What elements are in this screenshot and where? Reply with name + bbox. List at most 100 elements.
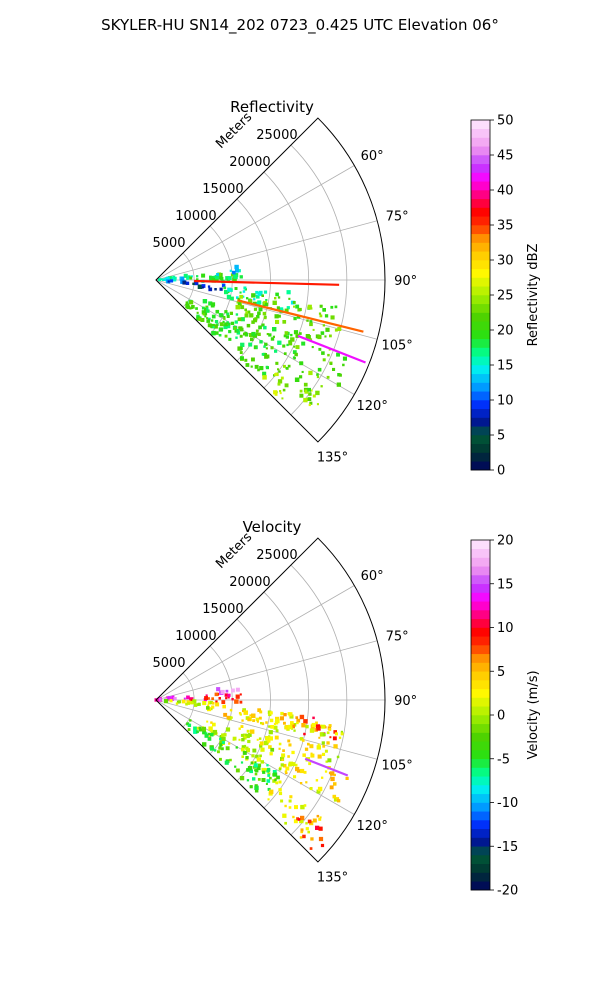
- echo-gate: [242, 750, 247, 755]
- echo-gate: [326, 375, 330, 379]
- echo-gate: [319, 816, 322, 819]
- echo-gate: [225, 689, 229, 693]
- echo-gate: [192, 699, 197, 704]
- echo-gate: [267, 774, 270, 777]
- colorbar-segment: [471, 610, 490, 620]
- echo-gate: [280, 376, 284, 380]
- echo-gate: [284, 308, 289, 313]
- echo-gate: [204, 696, 208, 700]
- echo-gate: [340, 730, 343, 733]
- echo-gate: [185, 301, 189, 304]
- echo-gate: [219, 737, 222, 740]
- radial-tick-label: 20000: [229, 155, 270, 170]
- echo-gate: [208, 301, 213, 306]
- colorbar-segment: [471, 312, 490, 322]
- echo-gate: [242, 709, 245, 713]
- echo-gate: [256, 720, 259, 723]
- echo-gate: [234, 287, 238, 290]
- echo-gate: [292, 350, 297, 354]
- echo-gate: [296, 718, 301, 723]
- colorbar-segment: [471, 575, 490, 585]
- echo-gate: [333, 782, 337, 786]
- colorbar-segment: [471, 767, 490, 777]
- echo-gate: [299, 393, 304, 398]
- echo-gate: [206, 706, 210, 710]
- echo-gate: [265, 783, 268, 785]
- echo-gate: [228, 330, 231, 333]
- echo-gate: [334, 328, 338, 332]
- echo-gate: [338, 736, 342, 739]
- echo-gate: [269, 752, 273, 756]
- echo-gate: [255, 332, 259, 335]
- echo-gate: [221, 741, 225, 744]
- colorbar-segment: [471, 837, 490, 847]
- echo-gate: [309, 338, 313, 342]
- echo-gate: [183, 273, 188, 278]
- echo-gate: [249, 313, 254, 318]
- echo-gate: [330, 771, 335, 776]
- echo-gate: [278, 788, 282, 792]
- echo-gate: [299, 361, 304, 366]
- echo-gate: [198, 728, 202, 732]
- echo-gate: [165, 277, 168, 280]
- colorbar: -20 -15 -10 -5 0 5 10 15 20 Velocity (m/s): [470, 534, 541, 899]
- echo-gate: [209, 700, 213, 705]
- echo-gate: [236, 695, 240, 699]
- echo-gate: [196, 278, 199, 281]
- echo-gate: [246, 768, 250, 772]
- echo-gate: [272, 779, 276, 783]
- echo-gate: [240, 725, 244, 728]
- echo-gate: [193, 726, 197, 731]
- echo-gate: [280, 799, 284, 803]
- echo-gate: [284, 804, 287, 808]
- echo-gate: [345, 776, 349, 780]
- echo-gate: [249, 785, 253, 789]
- echo-gate: [218, 313, 222, 316]
- echo-gate: [303, 804, 307, 807]
- echo-gate: [293, 305, 296, 308]
- echo-gate: [279, 392, 282, 395]
- echo-gate: [207, 317, 211, 321]
- colorbar-segment: [471, 785, 490, 795]
- echo-gate: [186, 695, 190, 700]
- colorbar-tick-label: 0: [497, 709, 505, 724]
- echo-gate: [277, 382, 281, 386]
- echo-gate: [202, 701, 207, 706]
- radial-tick-label: 20000: [229, 575, 270, 590]
- echo-gate: [264, 302, 269, 307]
- echo-gate: [256, 738, 259, 741]
- echo-gate: [291, 762, 296, 766]
- echo-gate: [334, 732, 338, 736]
- echo-gate: [261, 323, 265, 327]
- echo-gate: [219, 743, 223, 747]
- echo-gate: [230, 273, 235, 277]
- echo-gate: [308, 370, 313, 376]
- echo-gate: [252, 748, 257, 753]
- colorbar-segment: [471, 347, 490, 357]
- echo-gate: [229, 269, 232, 272]
- echo-gate: [210, 707, 213, 711]
- echo-gate: [218, 697, 221, 700]
- echo-gate: [260, 760, 264, 764]
- echo-gate: [242, 735, 247, 740]
- sector-outline: [155, 537, 386, 863]
- echo-gate: [283, 713, 287, 717]
- echo-gate: [238, 302, 241, 305]
- colorbar-tick-label: 35: [497, 219, 514, 234]
- echo-gate: [282, 749, 285, 752]
- echo-gate: [307, 387, 311, 392]
- echo-gate: [311, 346, 314, 349]
- echo-gate: [282, 763, 287, 768]
- echo-gate: [324, 314, 329, 318]
- colorbar-segment: [471, 706, 490, 716]
- echo-gate: [336, 382, 341, 387]
- echo-gate: [224, 334, 228, 338]
- colorbar-segment: [471, 653, 490, 663]
- echo-gate: [265, 299, 268, 302]
- colorbar-segment: [471, 443, 490, 453]
- echo-gate: [206, 720, 209, 723]
- echo-gate: [251, 293, 256, 298]
- colorbar-segment: [471, 592, 490, 602]
- azimuth-tick-label: 75°: [386, 209, 409, 224]
